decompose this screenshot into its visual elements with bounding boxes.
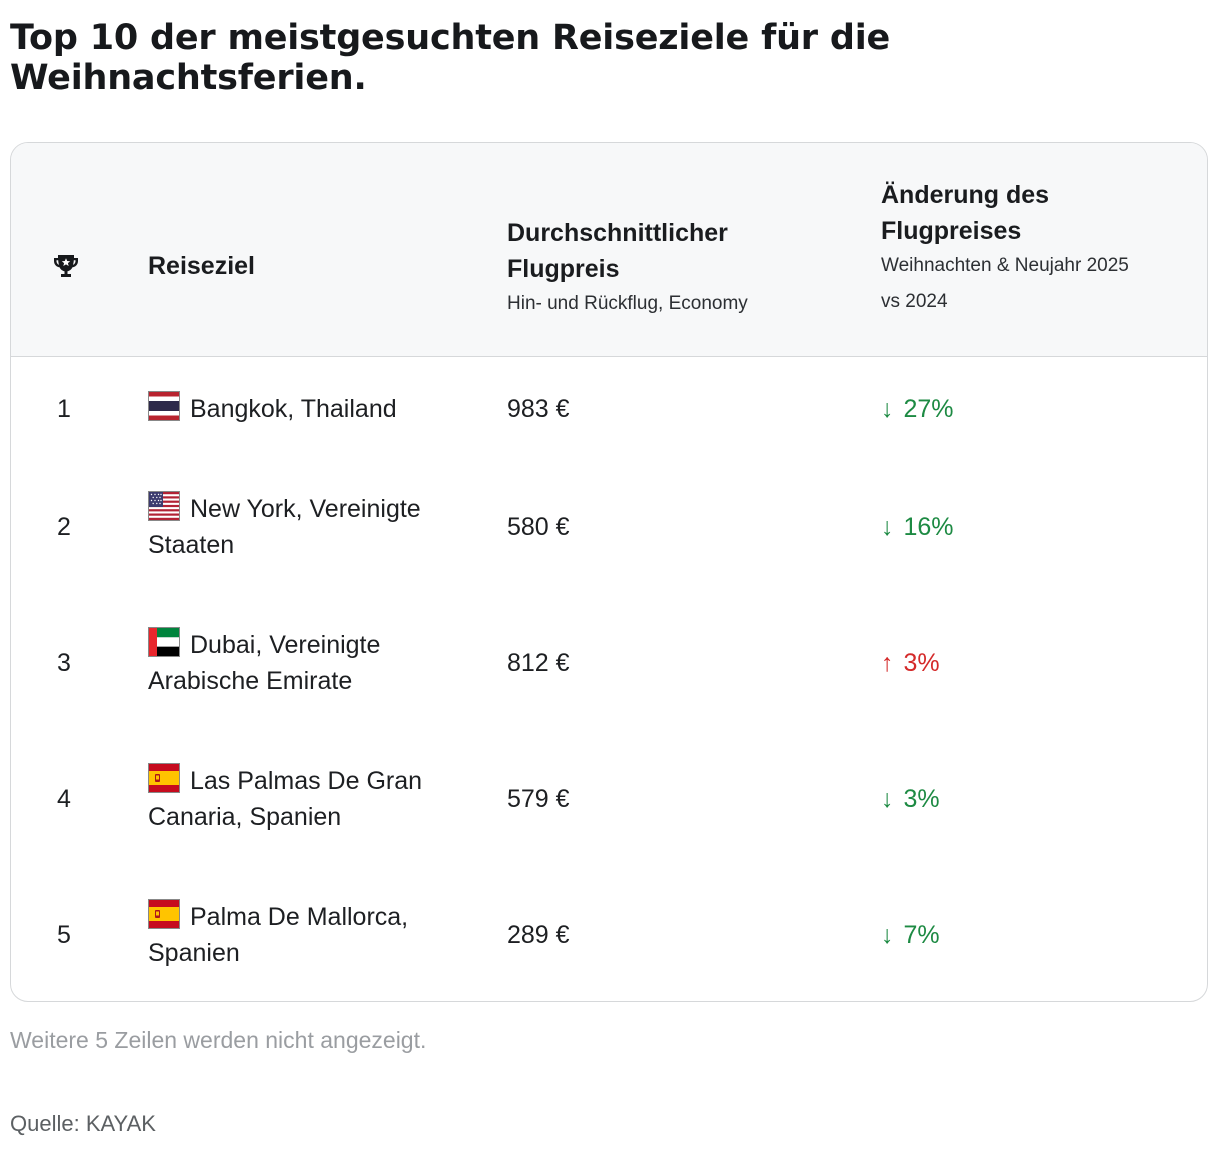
header-change-title-2: Flugpreises [881,217,1022,245]
destination-line-1: Las Palmas De Gran [190,767,423,795]
change-cell: ↓ 3% [881,781,940,817]
price-cell: 580 € [507,513,570,541]
destination-cell: Dubai, Vereinigte Arabische Emirate [148,627,468,699]
price-cell: 983 € [507,395,570,423]
destination-cell: Bangkok, Thailand [148,391,468,427]
change-cell: ↓ 7% [881,917,940,953]
change-value: 3% [903,649,940,677]
trophy-icon [51,251,81,281]
spain-flag-icon [148,763,180,793]
destination-line-1: Bangkok, Thailand [190,395,397,423]
rank-cell: 5 [57,921,71,949]
destinations-table: Reiseziel Durchschnittlicher Flugpreis H… [10,142,1208,1002]
destination-line-2: Staaten [148,531,235,559]
header-destination: Reiseziel [148,252,256,280]
header-change-title-1: Änderung des [881,181,1050,209]
header-price: Durchschnittlicher Flugpreis Hin- und Rü… [507,215,827,323]
header-change-subtitle-1: Weihnachten & Neujahr 2025 [881,255,1129,276]
arrow-down-icon: ↓ [881,513,894,541]
destination-cell: Las Palmas De Gran Canaria, Spanien [148,763,468,835]
price-cell: 812 € [507,649,570,677]
header-change-subtitle-2: vs 2024 [881,291,948,312]
header-change: Änderung des Flugpreises Weihnachten & N… [881,177,1191,321]
destination-cell: New York, Vereinigte Staaten [148,491,468,563]
destination-cell: Palma De Mallorca, Spanien [148,899,468,971]
table-row: 5 Palma De Mallorca, Spanien 289 € ↓ 7% [11,899,1207,1001]
destination-line-1: Palma De Mallorca, [190,903,409,931]
rank-cell: 1 [57,395,71,423]
thailand-flag-icon [148,391,180,421]
arrow-down-icon: ↓ [881,785,894,813]
table-row: 2 New York, Vereinigte Staaten 580 € ↓ 16… [11,491,1207,629]
arrow-down-icon: ↓ [881,395,894,423]
rank-cell: 2 [57,513,71,541]
table-row: 4 Las Palmas De Gran Canaria, Spanien 57… [11,763,1207,901]
page-title: Top 10 der meistgesuchten Reiseziele für… [10,18,891,98]
rank-cell: 3 [57,649,71,677]
header-price-title-1: Durchschnittlicher [507,219,728,247]
arrow-down-icon: ↓ [881,921,894,949]
change-cell: ↑ 3% [881,645,940,681]
header-price-title-2: Flugpreis [507,255,620,283]
change-value: 7% [903,921,940,949]
table-header: Reiseziel Durchschnittlicher Flugpreis H… [11,143,1207,357]
source-note: Quelle: KAYAK [10,1111,156,1136]
change-value: 27% [903,395,954,423]
table-row: 1 Bangkok, Thailand 983 € ↓ 27% [11,357,1207,493]
destination-line-2: Spanien [148,939,240,967]
usa-flag-icon [148,491,180,521]
change-value: 16% [903,513,954,541]
destination-line-2: Canaria, Spanien [148,803,342,831]
change-cell: ↓ 16% [881,509,954,545]
spain-flag-icon [148,899,180,929]
uae-flag-icon [148,627,180,657]
arrow-up-icon: ↑ [881,649,894,677]
hidden-rows-note: Weitere 5 Zeilen werden nicht angezeigt. [10,1027,427,1053]
destination-line-2: Arabische Emirate [148,667,353,695]
price-cell: 289 € [507,921,570,949]
header-price-subtitle: Hin- und Rückflug, Economy [507,293,748,314]
price-cell: 579 € [507,785,570,813]
change-value: 3% [903,785,940,813]
table-row: 3 Dubai, Vereinigte Arabische Emirate 81… [11,627,1207,765]
rank-cell: 4 [57,785,71,813]
change-cell: ↓ 27% [881,391,954,427]
destination-line-1: Dubai, Vereinigte [190,631,381,659]
destination-line-1: New York, Vereinigte [190,495,421,523]
